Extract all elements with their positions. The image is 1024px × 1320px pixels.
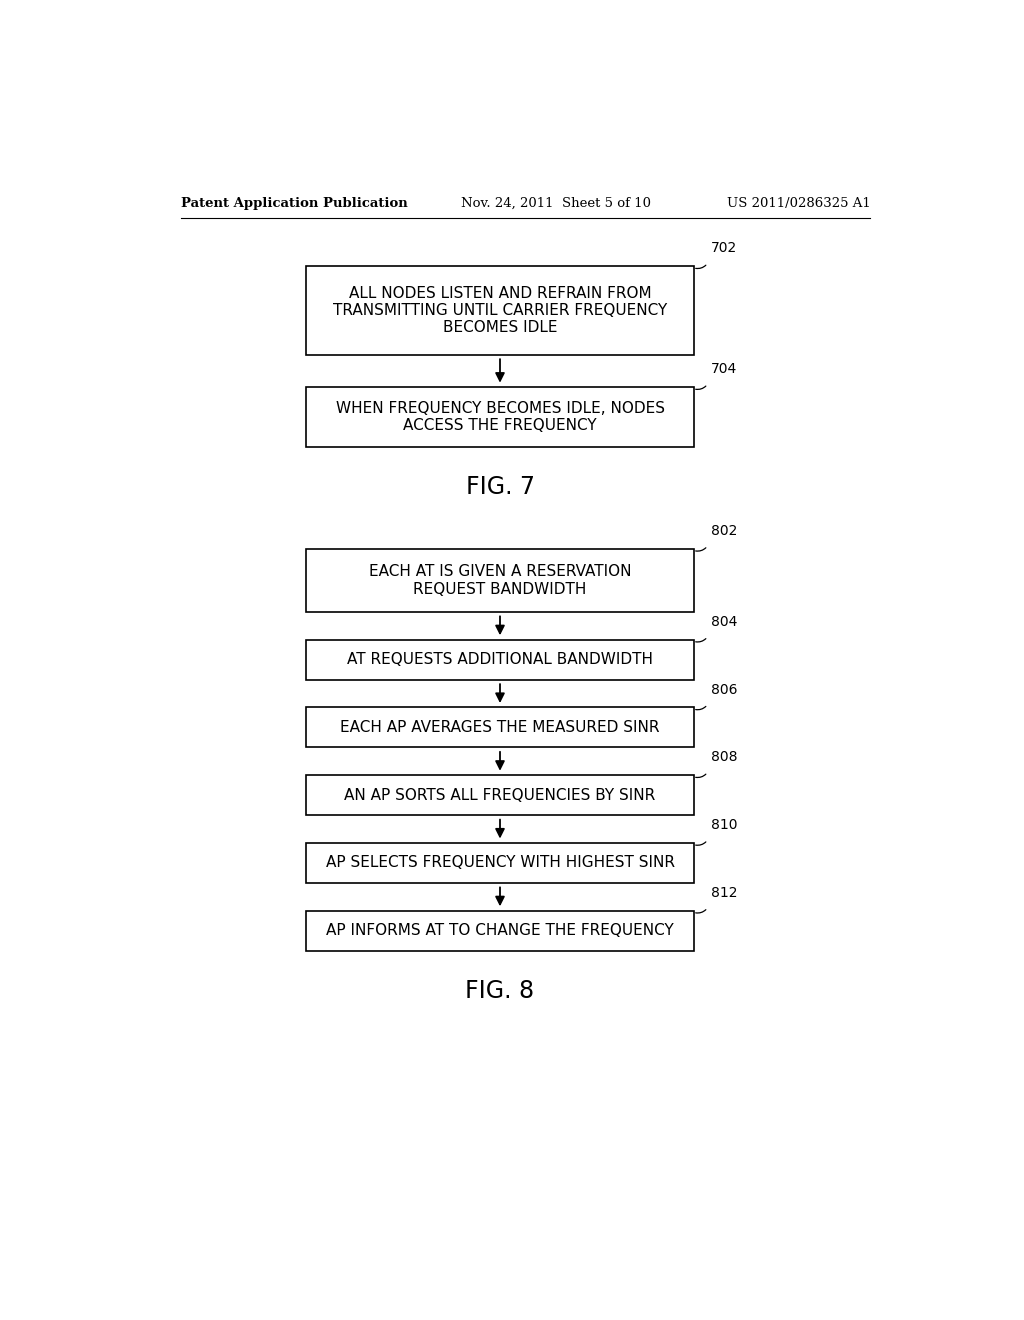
Text: FIG. 7: FIG. 7 [466,475,535,499]
Bar [306,387,693,447]
Text: ALL NODES LISTEN AND REFRAIN FROM
TRANSMITTING UNTIL CARRIER FREQUENCY
BECOMES I: ALL NODES LISTEN AND REFRAIN FROM TRANSM… [333,285,667,335]
Bar [306,775,693,816]
Text: FIG. 8: FIG. 8 [466,978,535,1003]
Bar [306,640,693,680]
Text: 806: 806 [711,682,737,697]
Text: EACH AT IS GIVEN A RESERVATION
REQUEST BANDWIDTH: EACH AT IS GIVEN A RESERVATION REQUEST B… [369,564,631,597]
Text: WHEN FREQUENCY BECOMES IDLE, NODES
ACCESS THE FREQUENCY: WHEN FREQUENCY BECOMES IDLE, NODES ACCES… [336,401,665,433]
Text: AP SELECTS FREQUENCY WITH HIGHEST SINR: AP SELECTS FREQUENCY WITH HIGHEST SINR [326,855,675,870]
Bar [306,549,693,612]
Text: 802: 802 [711,524,737,539]
Bar [306,843,693,883]
Text: 808: 808 [711,750,737,764]
Text: 704: 704 [711,362,737,376]
Bar [306,911,693,950]
Text: US 2011/0286325 A1: US 2011/0286325 A1 [727,197,870,210]
Text: 804: 804 [711,615,737,628]
Text: EACH AP AVERAGES THE MEASURED SINR: EACH AP AVERAGES THE MEASURED SINR [340,719,659,735]
Text: AN AP SORTS ALL FREQUENCIES BY SINR: AN AP SORTS ALL FREQUENCIES BY SINR [344,788,655,803]
Text: AT REQUESTS ADDITIONAL BANDWIDTH: AT REQUESTS ADDITIONAL BANDWIDTH [347,652,653,667]
Text: Nov. 24, 2011  Sheet 5 of 10: Nov. 24, 2011 Sheet 5 of 10 [461,197,651,210]
Text: 812: 812 [711,886,737,900]
Bar [306,708,693,747]
Text: AP INFORMS AT TO CHANGE THE FREQUENCY: AP INFORMS AT TO CHANGE THE FREQUENCY [326,923,674,939]
Text: Patent Application Publication: Patent Application Publication [180,197,408,210]
Text: 702: 702 [711,242,737,256]
Text: 810: 810 [711,818,737,832]
Bar [306,267,693,355]
